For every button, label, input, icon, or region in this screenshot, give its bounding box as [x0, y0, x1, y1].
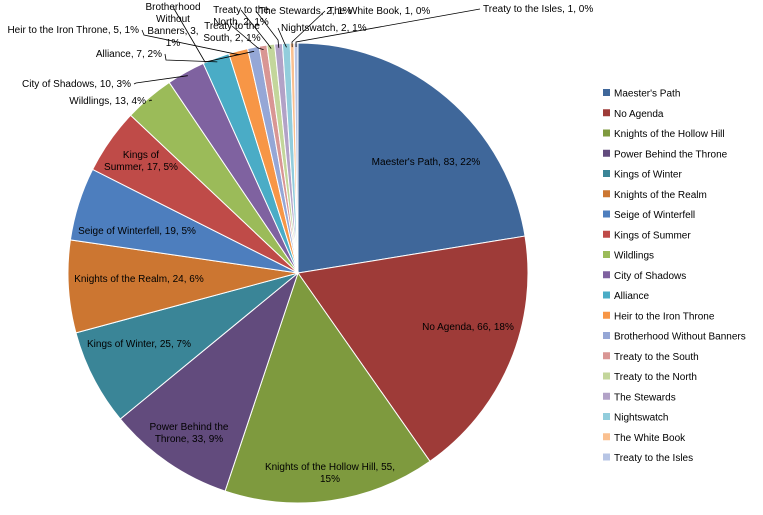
- data-label-heir-to-the-iron-throne: Heir to the Iron Throne, 5, 1%: [7, 25, 139, 36]
- data-label-alliance: Alliance, 7, 2%: [96, 49, 162, 60]
- data-label-power-behind-the-throne: Power Behind the Throne, 33, 9%: [150, 422, 229, 445]
- legend-swatch-the-white-book: [603, 433, 610, 441]
- data-label-no-agenda: No Agenda, 66, 18%: [422, 322, 514, 333]
- legend-swatch-kings-of-summer: [603, 230, 610, 238]
- legend-label-maester-s-path: Maester's Path: [614, 89, 680, 100]
- legend-swatch-knights-of-the-hollow-hill: [603, 129, 610, 137]
- leader-line-wildlings: [148, 99, 152, 102]
- legend-label-the-white-book: The White Book: [614, 433, 686, 444]
- legend-label-treaty-to-the-isles: Treaty to the Isles: [614, 453, 693, 464]
- legend-label-treaty-to-the-south: Treaty to the South: [614, 352, 699, 363]
- leader-line-nightswatch: [277, 27, 287, 48]
- legend-label-seige-of-winterfell: Seige of Winterfell: [614, 210, 695, 221]
- legend-label-brotherhood-without-banners: Brotherhood Without Banners: [614, 332, 746, 343]
- leader-line-heir-to-the-iron-throne: [141, 29, 240, 56]
- legend-swatch-brotherhood-without-banners: [603, 332, 610, 339]
- legend-swatch-treaty-to-the-south: [603, 352, 610, 360]
- leader-line-the-stewards: [255, 10, 280, 48]
- legend-swatch-city-of-shadows: [603, 271, 610, 279]
- data-label-kings-of-summer: Kings of Summer, 17, 5%: [104, 150, 178, 173]
- legend-label-wildlings: Wildlings: [614, 251, 654, 262]
- leader-line-brotherhood-without-banners: [172, 6, 255, 63]
- legend-label-nightswatch: Nightswatch: [614, 413, 668, 424]
- legend-swatch-knights-of-the-realm: [603, 190, 610, 198]
- data-label-seige-of-winterfell: Seige of Winterfell, 19, 5%: [78, 226, 196, 237]
- leader-line-city-of-shadows: [133, 75, 188, 85]
- data-label-the-stewards: The Stewards, 2, 1%: [259, 6, 352, 17]
- legend-swatch-nightswatch: [603, 413, 610, 420]
- legend-label-alliance: Alliance: [614, 291, 649, 302]
- legend-label-no-agenda: No Agenda: [614, 109, 664, 120]
- legend-label-knights-of-the-realm: Knights of the Realm: [614, 190, 707, 201]
- data-label-brotherhood-without-banners: Brotherhood Without Banners, 3, 1%: [145, 2, 200, 49]
- legend-swatch-treaty-to-the-north: [603, 372, 610, 380]
- slice-no-agenda: [297, 235, 529, 463]
- legend-swatch-maester-s-path: [603, 89, 610, 96]
- legend: Maester's Path No Agenda Knights of the Ho…: [603, 89, 746, 464]
- legend-swatch-alliance: [603, 291, 610, 299]
- slice-knights-of-the-hollow-hill: [224, 271, 431, 504]
- legend-label-the-stewards: The Stewards: [614, 392, 676, 403]
- slice-maester-s-path: [297, 42, 526, 274]
- legend-label-knights-of-the-hollow-hill: Knights of the Hollow Hill: [614, 129, 725, 140]
- data-label-treaty-to-the-north: Treaty to the North, 2, 1%: [213, 5, 269, 28]
- data-label-maester-s-path: Maester's Path, 83, 22%: [372, 157, 481, 168]
- legend-swatch-seige-of-winterfell: [603, 210, 610, 218]
- data-label-kings-of-winter: Kings of Winter, 25, 7%: [87, 339, 191, 350]
- legend-swatch-kings-of-winter: [603, 170, 610, 177]
- legend-swatch-wildlings: [603, 251, 610, 258]
- data-label-wildlings: Wildlings, 13, 4%: [69, 96, 146, 107]
- legend-swatch-the-stewards: [603, 392, 610, 400]
- legend-label-heir-to-the-iron-throne: Heir to the Iron Throne: [614, 311, 715, 322]
- data-label-city-of-shadows: City of Shadows, 10, 3%: [22, 79, 131, 90]
- legend-label-kings-of-summer: Kings of Summer: [614, 230, 691, 241]
- data-label-knights-of-the-hollow-hill: Knights of the Hollow Hill, 55, 15%: [265, 462, 395, 485]
- data-label-knights-of-the-realm: Knights of the Realm, 24, 6%: [74, 274, 204, 285]
- legend-swatch-power-behind-the-throne: [603, 149, 610, 157]
- leader-line-treaty-to-the-south: [231, 25, 264, 50]
- leader-line-alliance: [164, 53, 218, 63]
- data-label-nightswatch: Nightswatch, 2, 1%: [281, 23, 367, 34]
- legend-label-power-behind-the-throne: Power Behind the Throne: [614, 149, 728, 160]
- legend-label-city-of-shadows: City of Shadows: [614, 271, 686, 282]
- legend-swatch-treaty-to-the-isles: [603, 453, 610, 461]
- leader-line-treaty-to-the-isles: [295, 8, 481, 48]
- leader-line-treaty-to-the-north: [240, 9, 272, 49]
- data-label-treaty-to-the-south: Treaty to the South, 2, 1%: [203, 21, 260, 44]
- legend-swatch-no-agenda: [603, 109, 610, 117]
- leader-line-the-white-book: [291, 10, 326, 48]
- legend-label-kings-of-winter: Kings of Winter: [614, 170, 682, 181]
- slice-power-behind-the-throne: [119, 271, 300, 492]
- legend-label-treaty-to-the-north: Treaty to the North: [614, 372, 697, 383]
- data-label-the-white-book: The White Book, 1, 0%: [328, 6, 430, 17]
- data-label-treaty-to-the-isles: Treaty to the Isles, 1, 0%: [483, 4, 593, 15]
- legend-swatch-heir-to-the-iron-throne: [603, 311, 610, 319]
